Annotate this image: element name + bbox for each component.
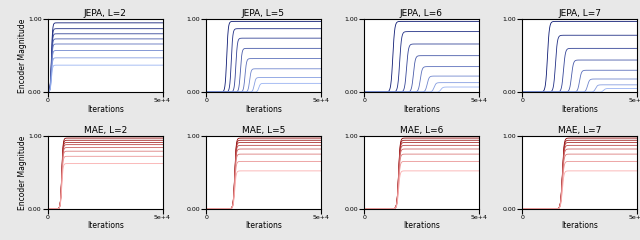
X-axis label: Iterations: Iterations: [561, 105, 598, 114]
X-axis label: Iterations: Iterations: [561, 222, 598, 230]
X-axis label: Iterations: Iterations: [87, 222, 124, 230]
Title: MAE, L=2: MAE, L=2: [84, 126, 127, 135]
X-axis label: Iterations: Iterations: [403, 105, 440, 114]
X-axis label: Iterations: Iterations: [87, 105, 124, 114]
X-axis label: Iterations: Iterations: [403, 222, 440, 230]
Title: JEPA, L=6: JEPA, L=6: [400, 9, 443, 18]
Title: MAE, L=7: MAE, L=7: [558, 126, 601, 135]
X-axis label: Iterations: Iterations: [245, 105, 282, 114]
Title: JEPA, L=7: JEPA, L=7: [558, 9, 601, 18]
Title: JEPA, L=5: JEPA, L=5: [242, 9, 285, 18]
Y-axis label: Encoder Magnitude: Encoder Magnitude: [18, 135, 27, 210]
X-axis label: Iterations: Iterations: [245, 222, 282, 230]
Title: MAE, L=5: MAE, L=5: [242, 126, 285, 135]
Title: JEPA, L=2: JEPA, L=2: [84, 9, 127, 18]
Y-axis label: Encoder Magnitude: Encoder Magnitude: [18, 18, 27, 93]
Title: MAE, L=6: MAE, L=6: [400, 126, 443, 135]
